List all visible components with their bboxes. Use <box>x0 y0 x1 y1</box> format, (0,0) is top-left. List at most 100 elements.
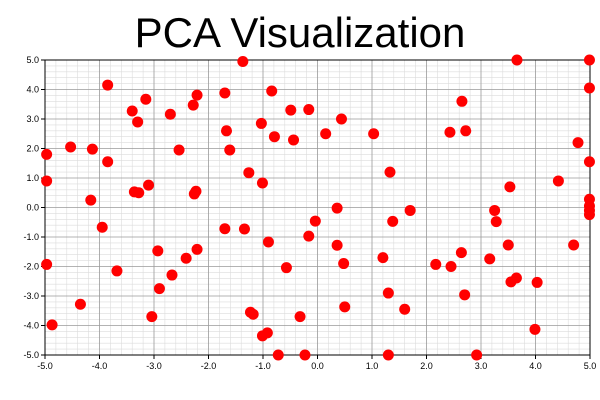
x-tick-label: 0.0 <box>311 361 324 371</box>
data-point <box>256 177 268 189</box>
data-point <box>41 175 53 187</box>
data-point <box>568 239 580 251</box>
data-point <box>166 269 178 281</box>
data-point <box>86 143 98 155</box>
data-point <box>96 221 108 233</box>
data-point <box>140 93 152 105</box>
data-point <box>502 239 514 251</box>
data-point <box>303 230 315 242</box>
data-point <box>224 144 236 156</box>
data-point <box>102 156 114 168</box>
data-point <box>180 252 192 264</box>
x-tick-label: -2.0 <box>201 361 217 371</box>
data-point <box>111 265 123 277</box>
data-point <box>238 223 250 235</box>
data-point <box>288 134 300 146</box>
data-point <box>299 349 311 361</box>
data-point <box>335 113 347 125</box>
data-point <box>382 287 394 299</box>
data-point <box>132 116 144 128</box>
data-point <box>262 236 274 248</box>
data-point <box>219 87 231 99</box>
data-point <box>382 349 394 361</box>
data-point <box>339 301 351 313</box>
data-point <box>143 179 155 191</box>
y-tick-label: 2.0 <box>26 144 39 154</box>
x-axis-tick-labels: -5.0 -4.0 -3.0 -2.0 -1.0 0.0 1.0 2.0 3.0 4.0 5.0 <box>37 361 596 371</box>
data-point <box>164 108 176 120</box>
data-point <box>74 298 86 310</box>
x-tick-label: 3.0 <box>475 361 488 371</box>
data-point <box>173 144 185 156</box>
data-point <box>243 167 255 179</box>
x-tick-label: 4.0 <box>529 361 542 371</box>
data-point <box>285 104 297 116</box>
data-point <box>303 104 315 116</box>
data-point <box>583 209 595 221</box>
y-tick-label: 1.0 <box>26 173 39 183</box>
y-tick-label: -2.0 <box>23 262 39 272</box>
data-point <box>152 245 164 257</box>
data-point <box>219 223 231 235</box>
data-point <box>489 204 501 216</box>
data-point <box>504 181 516 193</box>
data-point <box>46 319 58 331</box>
data-point <box>529 323 541 335</box>
data-point <box>384 166 396 178</box>
data-point <box>404 204 416 216</box>
chart-title: PCA Visualization <box>135 9 466 56</box>
x-tick-label: -3.0 <box>146 361 162 371</box>
data-point <box>191 243 203 255</box>
data-point <box>146 311 158 323</box>
data-point <box>445 261 457 272</box>
data-point <box>220 125 232 137</box>
data-point <box>320 128 332 140</box>
data-point <box>41 148 53 160</box>
data-point <box>266 85 278 97</box>
data-point <box>583 54 595 66</box>
data-point <box>272 349 284 361</box>
y-axis-tick-labels: 5.0 4.0 3.0 2.0 1.0 0.0 -1.0 -2.0 -3.0 -4.0 -5.0 <box>23 55 39 360</box>
data-point <box>484 253 496 265</box>
data-point <box>430 258 442 270</box>
y-tick-label: 4.0 <box>26 85 39 95</box>
data-point <box>294 311 306 323</box>
data-point <box>531 276 543 288</box>
data-point <box>268 131 280 143</box>
y-tick-label: -4.0 <box>23 321 39 331</box>
data-point <box>455 247 467 259</box>
major-grid <box>45 60 590 355</box>
x-tick-label: 5.0 <box>584 361 597 371</box>
x-tick-label: -5.0 <box>37 361 53 371</box>
data-point <box>552 175 564 187</box>
data-point <box>490 216 502 228</box>
data-point <box>368 128 380 140</box>
data-point <box>459 289 471 301</box>
data-point <box>377 252 389 264</box>
data-point <box>247 308 259 320</box>
data-point <box>41 258 53 270</box>
data-point <box>572 137 584 149</box>
data-point <box>65 141 77 153</box>
y-tick-label: 5.0 <box>26 55 39 65</box>
data-point <box>237 55 249 67</box>
x-tick-label: -1.0 <box>255 361 271 371</box>
data-point <box>255 117 267 129</box>
y-tick-label: 3.0 <box>26 114 39 124</box>
y-tick-label: -5.0 <box>23 350 39 360</box>
data-point <box>153 283 165 295</box>
y-tick-label: -3.0 <box>23 291 39 301</box>
data-point <box>102 79 114 91</box>
data-point <box>85 194 97 206</box>
data-point <box>309 215 321 227</box>
data-point <box>583 156 595 168</box>
plot-area <box>41 54 595 361</box>
data-point <box>460 125 472 137</box>
data-point <box>456 95 468 107</box>
data-point <box>126 105 138 117</box>
data-point <box>280 262 292 274</box>
x-tick-label: 1.0 <box>366 361 379 371</box>
data-point <box>387 215 399 227</box>
y-tick-label: 0.0 <box>26 203 39 213</box>
